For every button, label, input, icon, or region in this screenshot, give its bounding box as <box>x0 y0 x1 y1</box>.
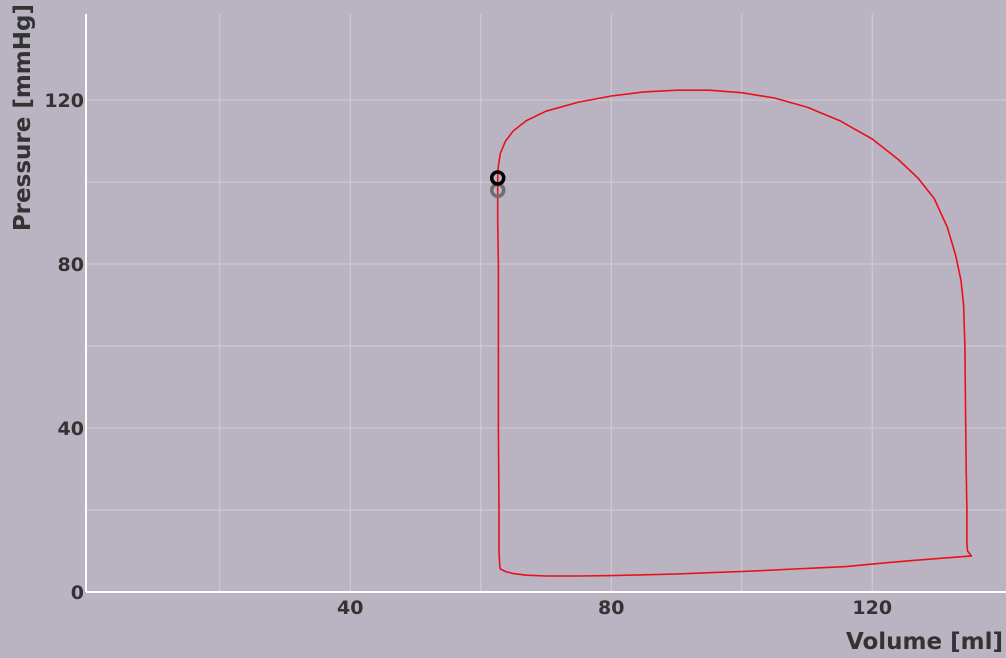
x-axis-title: Volume [ml] <box>846 629 1003 655</box>
y-axis-title: Pressure [mmHg] <box>10 4 36 231</box>
x-tick-label: 120 <box>852 597 892 619</box>
grid-lines <box>86 14 1006 592</box>
y-tick-label: 40 <box>58 418 84 440</box>
series-group <box>496 89 973 577</box>
markers-group <box>489 170 506 199</box>
tick-labels: 40 80 120 0 40 80 120 <box>44 90 892 619</box>
point-marker-1 <box>489 170 506 186</box>
y-tick-label: 80 <box>58 254 84 276</box>
x-tick-label: 40 <box>337 597 363 619</box>
x-tick-label: 80 <box>598 597 624 619</box>
y-tick-label: 0 <box>71 582 84 604</box>
axes <box>85 14 1006 593</box>
y-tick-label: 120 <box>44 90 84 112</box>
series-line-0 <box>496 89 973 577</box>
